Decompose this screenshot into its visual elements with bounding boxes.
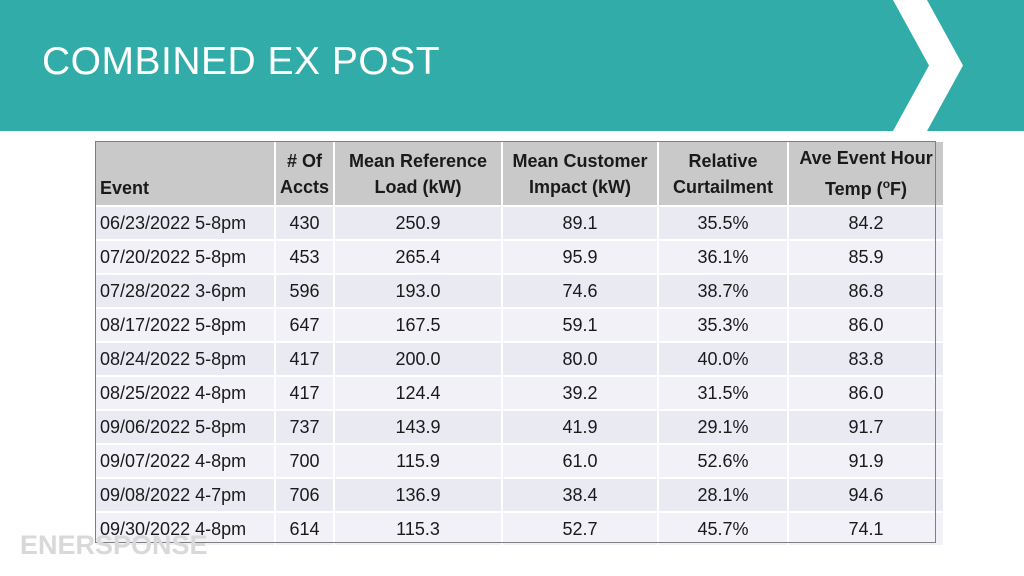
column-header-customer-impact: Mean Customer Impact (kW) bbox=[502, 142, 660, 207]
cell-reference-load: 115.9 bbox=[334, 444, 504, 479]
degree-superscript: o bbox=[882, 177, 891, 191]
cell-relative-curtailment: 40.0% bbox=[658, 342, 790, 377]
cell-accts: 596 bbox=[275, 274, 336, 309]
cell-event-temp: 84.2 bbox=[788, 206, 946, 241]
column-header-label: Relative bbox=[688, 150, 758, 171]
cell-accts: 417 bbox=[275, 376, 336, 411]
cell-reference-load: 193.0 bbox=[334, 274, 504, 309]
cell-relative-curtailment: 52.6% bbox=[658, 444, 790, 479]
cell-customer-impact: 80.0 bbox=[502, 342, 660, 377]
table-row: 09/07/2022 4-8pm 700 115.9 61.0 52.6% 91.9 bbox=[96, 444, 946, 479]
table-row: 08/17/2022 5-8pm 647 167.5 59.1 35.3% 86.0 bbox=[96, 308, 946, 343]
cell-reference-load: 167.5 bbox=[334, 308, 504, 343]
cell-reference-load: 265.4 bbox=[334, 240, 504, 275]
cell-relative-curtailment: 31.5% bbox=[658, 376, 790, 411]
enersponse-logo: ENERSPONSE bbox=[20, 530, 208, 560]
cell-event: 08/24/2022 5-8pm bbox=[96, 342, 276, 377]
column-header-event: Event bbox=[96, 142, 276, 207]
cell-reference-load: 200.0 bbox=[334, 342, 504, 377]
table-row: 08/24/2022 5-8pm 417 200.0 80.0 40.0% 83.8 bbox=[96, 342, 946, 377]
cell-event-temp: 83.8 bbox=[788, 342, 946, 377]
cell-event-temp: 94.6 bbox=[788, 478, 946, 513]
cell-customer-impact: 59.1 bbox=[502, 308, 660, 343]
column-header-label: Impact (kW) bbox=[529, 176, 632, 197]
table-row: 07/20/2022 5-8pm 453 265.4 95.9 36.1% 85.9 bbox=[96, 240, 946, 275]
cell-event: 08/25/2022 4-8pm bbox=[96, 376, 276, 411]
cell-event-temp: 74.1 bbox=[788, 512, 946, 547]
cell-relative-curtailment: 29.1% bbox=[658, 410, 790, 445]
cell-accts: 647 bbox=[275, 308, 336, 343]
cell-reference-load: 124.4 bbox=[334, 376, 504, 411]
column-header-label: Mean Customer bbox=[512, 150, 648, 171]
cell-event: 09/07/2022 4-8pm bbox=[96, 444, 276, 479]
cell-event-temp: 86.0 bbox=[788, 376, 946, 411]
column-header-label: F) bbox=[890, 179, 908, 199]
column-header-event-temp: Ave Event Hour Temp (oF) bbox=[788, 142, 946, 207]
column-header-relative-curtailment: Relative Curtailment bbox=[658, 142, 790, 207]
cell-accts: 614 bbox=[275, 512, 336, 547]
cell-accts: 430 bbox=[275, 206, 336, 241]
cell-customer-impact: 52.7 bbox=[502, 512, 660, 547]
slide-title: COMBINED EX POST bbox=[42, 40, 441, 83]
cell-event: 06/23/2022 5-8pm bbox=[96, 206, 276, 241]
cell-customer-impact: 39.2 bbox=[502, 376, 660, 411]
cell-customer-impact: 89.1 bbox=[502, 206, 660, 241]
table-row: 07/28/2022 3-6pm 596 193.0 74.6 38.7% 86.8 bbox=[96, 274, 946, 309]
cell-accts: 453 bbox=[275, 240, 336, 275]
cell-relative-curtailment: 35.3% bbox=[658, 308, 790, 343]
column-header-label: # Of bbox=[287, 150, 323, 171]
cell-accts: 737 bbox=[275, 410, 336, 445]
cell-reference-load: 136.9 bbox=[334, 478, 504, 513]
cell-customer-impact: 74.6 bbox=[502, 274, 660, 309]
table-row: 08/25/2022 4-8pm 417 124.4 39.2 31.5% 86.0 bbox=[96, 376, 946, 411]
cell-event: 07/20/2022 5-8pm bbox=[96, 240, 276, 275]
cell-event-temp: 86.0 bbox=[788, 308, 946, 343]
column-header-accts: # Of Accts bbox=[275, 142, 336, 207]
cell-customer-impact: 38.4 bbox=[502, 478, 660, 513]
cell-event-temp: 85.9 bbox=[788, 240, 946, 275]
table-row: 06/23/2022 5-8pm 430 250.9 89.1 35.5% 84.2 bbox=[96, 206, 946, 241]
column-header-label: Curtailment bbox=[673, 176, 774, 197]
table-row: 09/30/2022 4-8pm 614 115.3 52.7 45.7% 74.1 bbox=[96, 512, 946, 547]
cell-event-temp: 91.9 bbox=[788, 444, 946, 479]
column-header-label: Ave Event Hour bbox=[799, 148, 933, 168]
cell-event: 09/06/2022 5-8pm bbox=[96, 410, 276, 445]
cell-reference-load: 250.9 bbox=[334, 206, 504, 241]
cell-event: 09/08/2022 4-7pm bbox=[96, 478, 276, 513]
column-header-label: Accts bbox=[280, 176, 330, 197]
header-banner: COMBINED EX POST bbox=[0, 0, 1024, 131]
table-row: 09/06/2022 5-8pm 737 143.9 41.9 29.1% 91.7 bbox=[96, 410, 946, 445]
cell-reference-load: 143.9 bbox=[334, 410, 504, 445]
column-header-label: Load (kW) bbox=[374, 176, 462, 197]
cell-event: 08/17/2022 5-8pm bbox=[96, 308, 276, 343]
cell-customer-impact: 41.9 bbox=[502, 410, 660, 445]
cell-accts: 700 bbox=[275, 444, 336, 479]
cell-event: 09/30/2022 4-8pm bbox=[96, 512, 276, 547]
cell-customer-impact: 61.0 bbox=[502, 444, 660, 479]
cell-event-temp: 86.8 bbox=[788, 274, 946, 309]
cell-relative-curtailment: 35.5% bbox=[658, 206, 790, 241]
cell-relative-curtailment: 36.1% bbox=[658, 240, 790, 275]
table-header-row: Event # Of Accts Mean Reference Load (kW… bbox=[96, 142, 946, 207]
cell-accts: 417 bbox=[275, 342, 336, 377]
cell-event: 07/28/2022 3-6pm bbox=[96, 274, 276, 309]
cell-customer-impact: 95.9 bbox=[502, 240, 660, 275]
column-header-label: Event bbox=[100, 178, 150, 198]
column-header-label: Mean Reference bbox=[349, 150, 488, 171]
table-body: 06/23/2022 5-8pm 430 250.9 89.1 35.5% 84.2 07/… bbox=[96, 206, 946, 547]
ex-post-table: Event # Of Accts Mean Reference Load (kW… bbox=[96, 142, 946, 547]
cell-relative-curtailment: 38.7% bbox=[658, 274, 790, 309]
cell-reference-load: 115.3 bbox=[334, 512, 504, 547]
chevron-right-icon bbox=[893, 0, 963, 131]
cell-event-temp: 91.7 bbox=[788, 410, 946, 445]
cell-relative-curtailment: 45.7% bbox=[658, 512, 790, 547]
cell-relative-curtailment: 28.1% bbox=[658, 478, 790, 513]
column-header-label: Temp ( bbox=[825, 179, 883, 199]
table-row: 09/08/2022 4-7pm 706 136.9 38.4 28.1% 94.6 bbox=[96, 478, 946, 513]
cell-accts: 706 bbox=[275, 478, 336, 513]
column-header-reference-load: Mean Reference Load (kW) bbox=[334, 142, 504, 207]
